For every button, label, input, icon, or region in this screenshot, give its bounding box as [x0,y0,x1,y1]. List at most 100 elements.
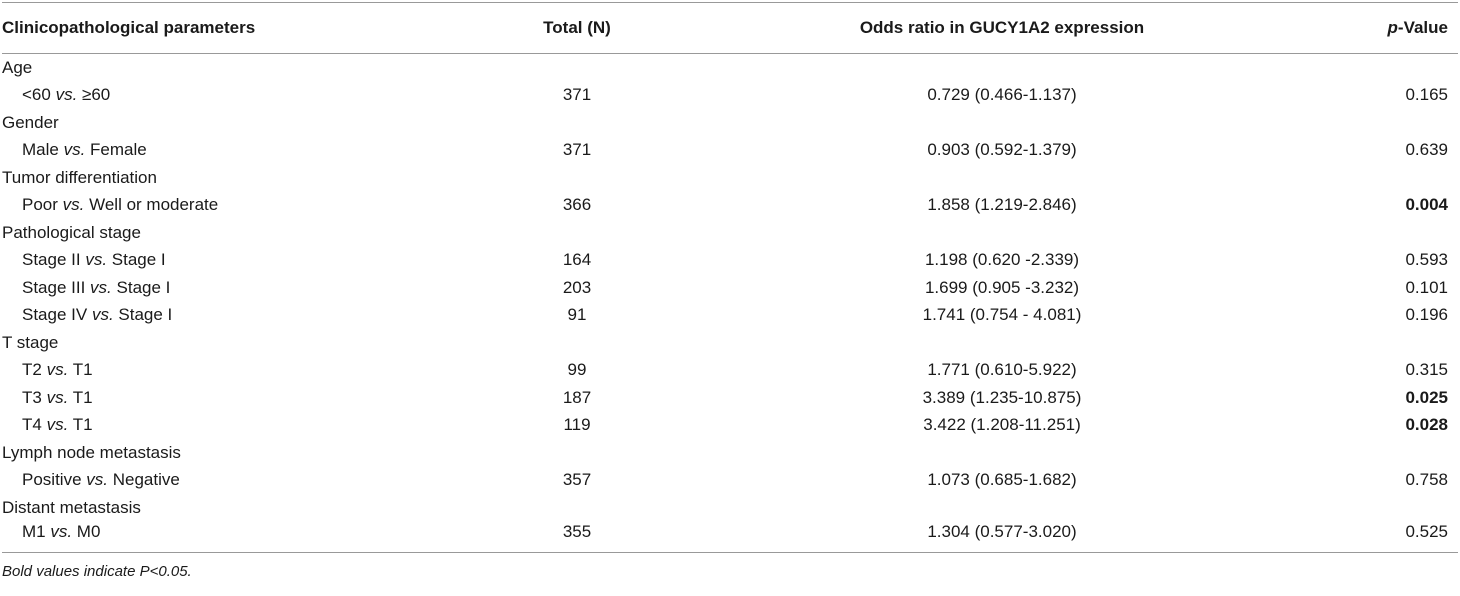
data-row: Positive vs. Negative 357 1.073 (0.685-1.6… [2,467,1458,495]
total: 371 [562,140,592,160]
text-segment: <60 [22,85,56,105]
text-segment: Positive [22,470,87,490]
p-value: 0.639 [1405,140,1448,160]
p-value: 0.004 [1405,195,1448,215]
comparison: T3 vs. T1 [2,384,502,412]
text-segment: vs. [46,415,69,435]
group-title: Lymph node metastasis [2,442,181,462]
text-segment: M0 [72,521,101,541]
text-segment: T3 [22,387,47,407]
empty-cell [1352,439,1458,467]
odds-ratio: 1.858 (1.219-2.846) [927,195,1077,215]
empty-cell [1352,54,1458,82]
text-segment: -Value [1397,18,1448,37]
header-cell: p-Value [1352,2,1458,54]
empty-cell [1352,164,1458,192]
group-title: Pathological stage [2,222,141,242]
comparison: Stage II vs. Stage I [2,247,502,275]
text-segment: T1 [68,387,93,407]
group-title: T stage [2,332,59,352]
group-title: Distant metastasis [2,497,141,517]
text-segment: vs. [90,277,112,297]
empty-cell [1352,219,1458,247]
text-segment: vs. [46,387,69,407]
text-segment: T2 [22,360,47,380]
total: 164 [562,250,592,270]
odds-ratio: 0.903 (0.592-1.379) [927,140,1077,160]
empty-cell [502,494,652,522]
text-segment: vs. [46,360,69,380]
header-cell: Total (N) [502,2,652,54]
total: 357 [562,470,592,490]
empty-cell [652,164,1352,192]
group-row: Lymph node metastasis [2,439,1458,467]
data-row: T3 vs. T1 187 3.389 (1.235-10.875) 0.025 [2,384,1458,412]
text-segment: vs. [85,250,108,270]
text-segment: vs. [91,305,114,325]
text-segment: Stage III [22,277,91,297]
results-table: Clinicopathological parameters Total (N) O… [2,2,1458,553]
p-value: 0.028 [1405,415,1448,435]
table-body: Age <60 vs. ≥60 371 0.729 (0.466-1.137) 0.16… [2,54,1458,553]
empty-cell [502,164,652,192]
total: 366 [562,195,592,215]
total: 203 [562,277,592,297]
comparison: Stage IV vs. Stage I [2,302,502,330]
empty-cell [652,54,1352,82]
group-row: Gender [2,109,1458,137]
data-row: Poor vs. Well or moderate 366 1.858 (1.219… [2,192,1458,220]
text-segment: Stage I [111,277,171,297]
header-row: Clinicopathological parameters Total (N) O… [2,2,1458,54]
comparison: T4 vs. T1 [2,412,502,440]
text-segment: Negative [107,470,180,490]
p-value: 0.593 [1405,250,1448,270]
p-value: 0.315 [1405,360,1448,380]
odds-ratio: 1.771 (0.610-5.922) [927,360,1077,380]
comparison: Poor vs. Well or moderate [2,192,502,220]
group-row: T stage [2,329,1458,357]
empty-cell [1352,329,1458,357]
text-segment: M1 [22,521,51,541]
empty-cell [502,54,652,82]
empty-cell [652,329,1352,357]
total: 371 [562,85,592,105]
total: 91 [567,305,587,325]
text-segment: vs. [55,85,78,105]
total: 355 [502,521,652,553]
text-segment: vs. [86,470,108,490]
text-segment: Stage IV [22,305,92,325]
data-row: Stage II vs. Stage I 164 1.198 (0.620 -2.3… [2,247,1458,275]
total: 187 [562,387,592,407]
text-segment: ≥60 [77,85,111,105]
group-title: Tumor differentiation [2,167,157,187]
group-row: Tumor differentiation [2,164,1458,192]
footnote: Bold values indicate P<0.05. [2,562,192,580]
data-row: T2 vs. T1 99 1.771 (0.610-5.922) 0.315 [2,357,1458,385]
text-segment: T4 [22,415,47,435]
data-row: Male vs. Female 371 0.903 (0.592-1.379) 0.6… [2,137,1458,165]
text-segment: T1 [68,360,93,380]
comparison: <60 vs. ≥60 [2,82,502,110]
text-segment: Clinicopathological parameters [2,18,256,37]
empty-cell [652,109,1352,137]
text-segment: T1 [68,415,93,435]
text-segment: Stage I [107,250,166,270]
group-row: Pathological stage [2,219,1458,247]
text-segment: p [1387,18,1398,37]
text-segment: Total (N) [543,18,611,37]
data-row: M1 vs. M0 355 1.304 (0.577-3.020) 0.525 [2,521,1458,553]
odds-ratio: 3.422 (1.208-11.251) [923,415,1081,435]
text-segment: vs. [50,521,73,541]
group-title: Age [2,57,33,77]
empty-cell [652,494,1352,522]
empty-cell [502,219,652,247]
text-segment: Odds ratio in GUCY1A2 expression [859,18,1145,37]
empty-cell [502,109,652,137]
empty-cell [1352,109,1458,137]
odds-ratio: 1.073 (0.685-1.682) [927,470,1077,490]
p-value: 0.025 [1405,387,1448,407]
data-row: T4 vs. T1 119 3.422 (1.208-11.251) 0.028 [2,412,1458,440]
p-value: 0.196 [1405,305,1448,325]
odds-ratio: 3.389 (1.235-10.875) [922,387,1082,407]
